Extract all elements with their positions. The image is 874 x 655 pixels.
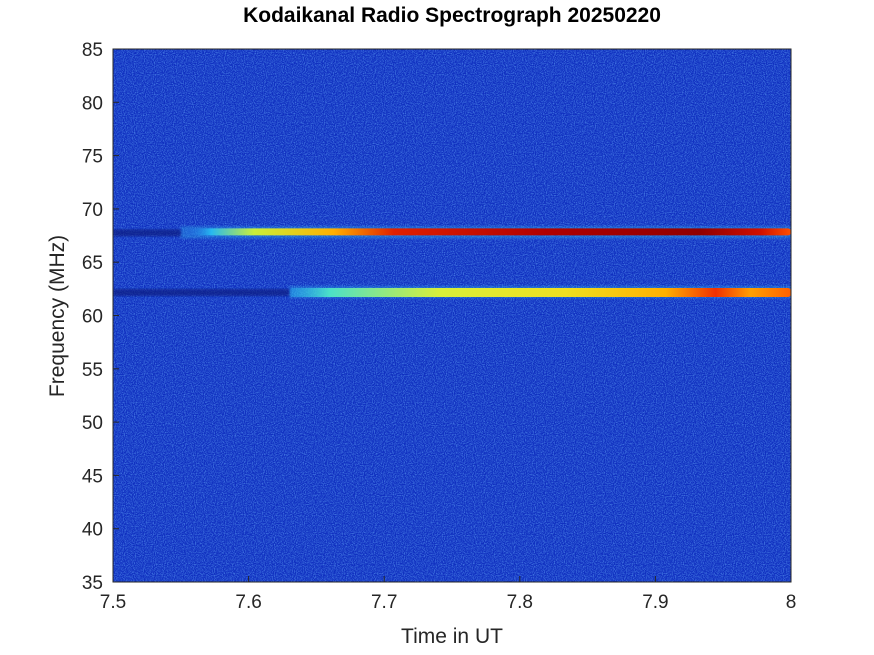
y-tick-label: 35 — [82, 573, 103, 594]
emission-band — [289, 288, 791, 298]
band-precursor — [113, 229, 181, 237]
y-tick-label: 80 — [82, 93, 103, 114]
y-axis: 85 80 75 70 65 60 55 50 45 40 35 — [82, 40, 119, 594]
x-axis-label: Time in UT — [401, 625, 503, 648]
y-tick-label: 60 — [82, 307, 103, 328]
chart-title: Kodaikanal Radio Spectrograph 20250220 — [243, 4, 661, 27]
y-tick-label: 65 — [82, 253, 103, 274]
y-tick-label: 75 — [82, 147, 103, 168]
heatmap-noise — [113, 49, 791, 582]
y-tick-label: 55 — [82, 360, 103, 381]
x-tick-label: 7.6 — [235, 592, 261, 613]
x-tick-label: 7.7 — [371, 592, 397, 613]
band-precursor — [113, 289, 290, 297]
y-tick-label: 85 — [82, 40, 103, 61]
x-tick-label: 8 — [786, 592, 797, 613]
x-tick-label: 7.9 — [642, 592, 668, 613]
y-tick-label: 40 — [82, 520, 103, 541]
y-axis-label: Frequency (MHz) — [46, 235, 69, 397]
x-tick-label: 7.5 — [100, 592, 126, 613]
y-tick-label: 45 — [82, 466, 103, 487]
x-tick-label: 7.8 — [507, 592, 533, 613]
y-tick-label: 70 — [82, 200, 103, 221]
x-axis: 7.5 7.6 7.7 7.8 7.9 8 — [100, 576, 797, 613]
emission-band — [180, 228, 791, 236]
plot-area — [113, 49, 791, 582]
emission-bands — [113, 226, 791, 299]
y-tick-label: 50 — [82, 413, 103, 434]
